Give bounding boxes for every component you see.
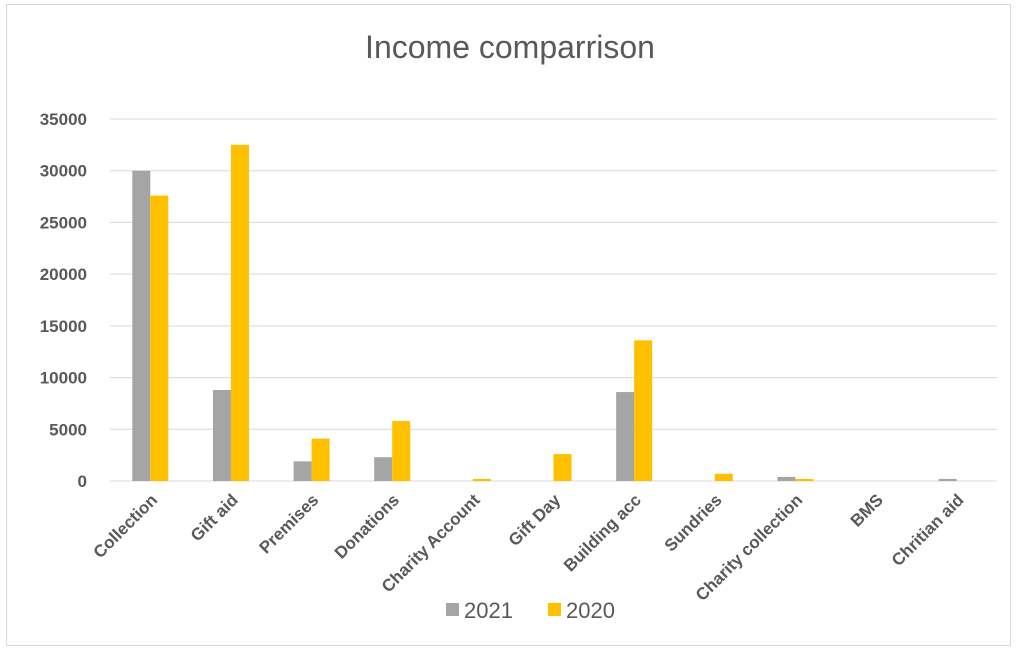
- chart-frame: [6, 4, 1011, 646]
- bar-2021-10: [938, 478, 957, 481]
- y-tick-label: 10000: [40, 369, 87, 388]
- legend-swatch-2020: [548, 603, 561, 616]
- bars: [132, 144, 957, 481]
- x-tick-label: Gift Day: [505, 490, 565, 550]
- y-tick-label: 20000: [40, 265, 87, 284]
- bar-2021-6: [616, 392, 635, 481]
- bar-2020-5: [553, 454, 572, 481]
- x-tick-label: Chritian aid: [888, 490, 968, 570]
- chart-title: Income comparrison: [365, 29, 655, 65]
- x-axis-ticks: Collection Gift aid Premises DonationsChari…: [90, 490, 968, 605]
- bar-2020-0: [150, 195, 169, 481]
- bar-2021-3: [374, 457, 393, 481]
- bar-2021-1: [212, 389, 231, 481]
- x-tick-label: Sundries: [661, 490, 726, 555]
- x-tick-label: Premises: [256, 490, 323, 557]
- legend-label: 2020: [566, 598, 615, 623]
- bar-2020-2: [311, 438, 330, 481]
- x-tick-label: Donations: [331, 490, 403, 562]
- y-tick-label: 30000: [40, 162, 87, 181]
- bar-2020-8: [795, 478, 814, 481]
- bar-2020-3: [392, 421, 411, 481]
- bar-2020-7: [714, 473, 733, 481]
- y-tick-label: 0: [78, 472, 87, 491]
- legend-label: 2021: [464, 598, 513, 623]
- bar-2021-8: [777, 476, 796, 481]
- x-tick-label: Gift aid: [187, 490, 242, 545]
- y-axis-ticks: 0 5000 10000 15000 20000 25000 30000 35000: [40, 110, 87, 491]
- bar-2021-0: [132, 170, 151, 481]
- y-tick-label: 25000: [40, 213, 87, 232]
- bar-2020-4: [472, 478, 491, 481]
- bar-2020-1: [230, 144, 249, 481]
- y-tick-label: 5000: [49, 420, 87, 439]
- bar-2020-6: [634, 340, 653, 481]
- bar-2021-2: [293, 461, 312, 481]
- legend-swatch-2021: [446, 603, 459, 616]
- gridlines: [110, 118, 997, 482]
- x-tick-label: Building acc: [560, 490, 645, 575]
- x-tick-label: BMS: [847, 490, 887, 530]
- y-tick-label: 15000: [40, 317, 87, 336]
- y-tick-label: 35000: [40, 110, 87, 129]
- legend: 2021 2020: [446, 598, 615, 623]
- x-tick-label: Collection: [90, 490, 162, 562]
